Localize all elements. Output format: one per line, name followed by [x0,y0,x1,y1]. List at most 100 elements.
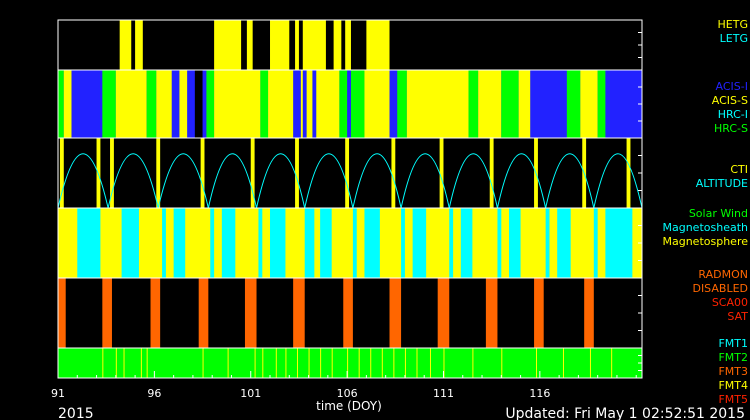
segment-bar [401,208,405,278]
segment-bar [557,208,571,278]
panel-environment [57,207,643,279]
segment-bar [119,20,132,70]
legend-label: HRC-I [718,108,748,121]
segment-bar [589,348,591,378]
altitude-curve [593,153,643,209]
segment-bar [389,278,402,348]
segment-bar [58,70,64,138]
x-axis: 91 96 101 106 111 116 [51,371,637,400]
segment-bar [59,138,64,208]
segment-bar [412,208,427,278]
segment-bar [270,208,286,278]
segment-bar [347,348,349,378]
altitude-curve [157,153,209,209]
segment-bar [227,348,229,378]
segment-bar [198,278,209,348]
segment-bar [254,348,256,378]
panel-altitude [57,137,643,209]
segment-bar [605,208,633,278]
legend-label: CTI [730,163,748,176]
legend-label: RADMON [698,268,748,281]
year-label: 2015 [58,406,94,420]
segment-bar [244,278,257,348]
segment-bar [501,348,503,378]
segment-bar [140,348,142,378]
altitude-curve [352,153,402,209]
segment-bar [293,278,305,348]
legend-label: Solar Wind [689,207,748,220]
segment-bar [611,348,613,378]
segment-bar [331,348,333,378]
segment-bar [194,70,203,138]
legend-label: FMT5 [718,393,748,406]
segment-bar [343,278,353,348]
segment-bar [489,138,494,208]
segment-bar [102,348,104,378]
legend-label: FMT1 [718,337,748,350]
segment-bar [300,70,303,138]
segment-bar [366,20,390,70]
segment-bar [150,278,161,348]
segment-bar [393,348,395,378]
segment-bar [146,348,148,378]
segment-bar [302,20,326,70]
x-tick-label: 101 [240,387,261,400]
altitude-curve [57,153,109,209]
segment-bar [381,348,383,378]
segment-bar [580,70,598,138]
segment-bar [156,138,161,208]
segment-bar [468,70,479,138]
updated-timestamp: Updated: Fri May 1 02:52:51 2015 [505,406,745,420]
segment-bar [270,20,290,70]
segment-bar [162,208,166,278]
panel-instrument [57,69,643,139]
segment-bar [260,70,269,138]
segment-bar [566,70,581,138]
segment-bar [306,70,313,138]
panel-background [58,348,642,378]
segment-bar [437,278,450,348]
segment-bar [429,348,431,378]
panel-format [57,347,643,379]
legend-label: LETG [720,32,748,45]
segment-bar [115,348,117,378]
legend-label: ACIS-S [712,94,748,107]
x-tick-label: 96 [147,387,161,400]
segment-bar [320,348,322,378]
segment-bar [364,70,390,138]
segment-bar [63,70,72,138]
x-tick-label: 106 [337,387,358,400]
segment-bar [597,70,606,138]
segment-bar [535,348,537,378]
segment-bar [497,208,502,278]
altitude-curve [496,153,547,209]
segment-bar [200,138,205,208]
segment-bar [501,70,519,138]
altitude-curve [256,153,306,209]
legend-label: HETG [718,18,748,31]
segment-bar [478,70,502,138]
altitude-curve [545,153,595,209]
segment-bar [339,70,348,138]
segment-bar [258,208,263,278]
legend-label: DISABLED [692,282,748,295]
legend-label: FMT2 [718,351,748,364]
altitude-curve [107,153,159,209]
panel-grating [57,19,643,71]
legend-label: Magnetosphere [663,235,749,248]
segment-bar [285,348,287,378]
panel-radiation [57,277,643,349]
segment-bar [173,208,186,278]
segment-bar [545,208,550,278]
segment-bar [404,348,406,378]
segment-bar [352,208,357,278]
x-tick-label: 91 [51,387,65,400]
x-tick-label: 116 [529,387,550,400]
segment-bar [509,208,521,278]
segment-bar [58,278,66,348]
segment-bar [77,208,101,278]
segment-bar [210,208,215,278]
segment-bar [534,278,544,348]
